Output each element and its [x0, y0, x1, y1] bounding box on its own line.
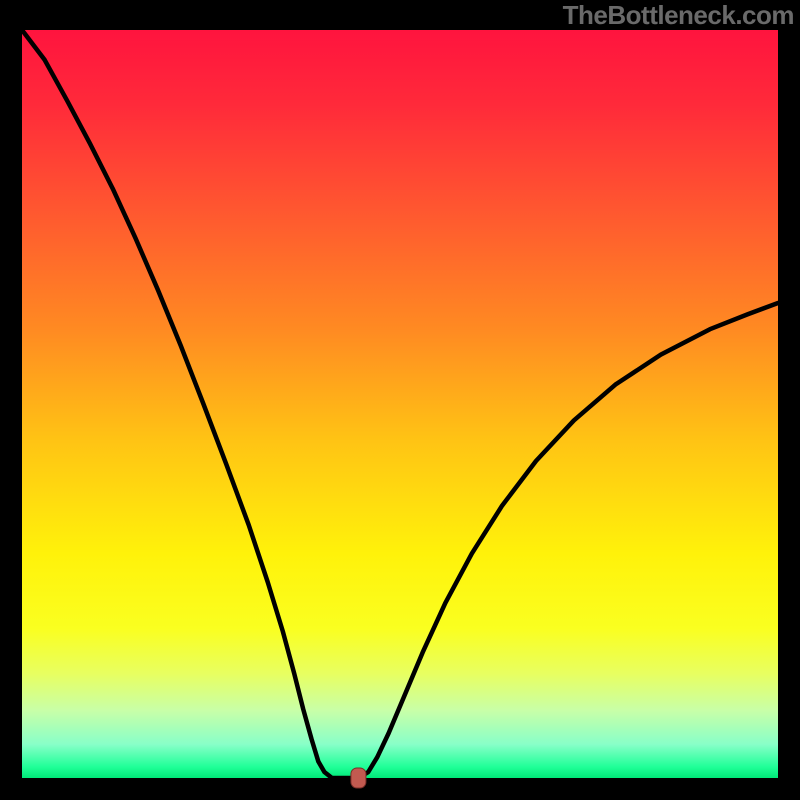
optimum-marker — [351, 768, 366, 788]
bottleneck-chart — [0, 0, 800, 800]
plot-background — [22, 30, 778, 778]
watermark-text: TheBottleneck.com — [563, 0, 794, 31]
chart-container: TheBottleneck.com — [0, 0, 800, 800]
